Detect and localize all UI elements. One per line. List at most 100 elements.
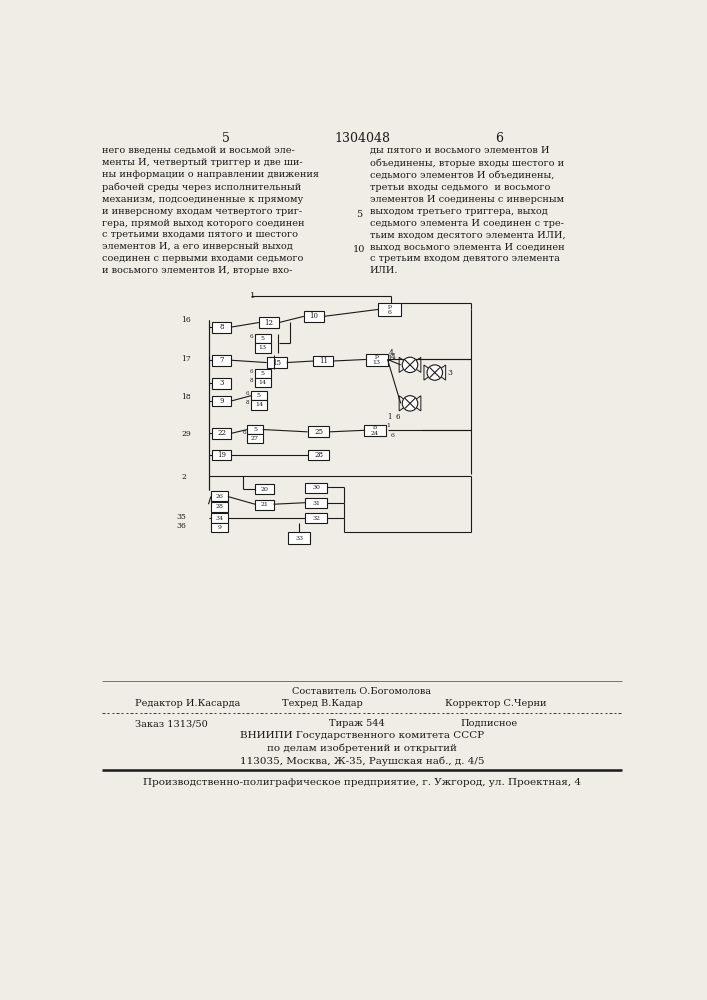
Bar — [247, 425, 263, 434]
Text: 5: 5 — [253, 427, 257, 432]
Text: 8: 8 — [219, 323, 224, 331]
Bar — [308, 450, 329, 460]
Text: Составитель О.Богомолова: Составитель О.Богомолова — [293, 687, 431, 696]
Text: 28: 28 — [314, 451, 323, 459]
Text: Подписное: Подписное — [460, 719, 518, 728]
Bar — [251, 391, 267, 400]
Bar — [313, 356, 333, 366]
Text: 6: 6 — [250, 369, 253, 374]
Text: 4: 4 — [389, 349, 394, 357]
Text: p
6: p 6 — [387, 304, 392, 315]
Bar — [212, 355, 231, 366]
Text: 16: 16 — [182, 316, 191, 324]
Bar — [212, 322, 231, 333]
Bar — [255, 369, 271, 378]
Text: 9: 9 — [219, 397, 224, 405]
Text: 5: 5 — [261, 371, 264, 376]
Bar — [378, 303, 402, 316]
Text: p
13: p 13 — [373, 354, 380, 365]
Text: по делам изобретений и открытий: по делам изобретений и открытий — [267, 744, 457, 753]
Text: 34: 34 — [216, 516, 223, 521]
Text: 3: 3 — [448, 369, 452, 377]
Text: 6: 6 — [250, 334, 253, 339]
Text: 6: 6 — [243, 430, 246, 435]
Text: 15: 15 — [272, 359, 281, 367]
Text: 1: 1 — [387, 355, 392, 363]
Text: b
24: b 24 — [371, 425, 379, 436]
Text: 33: 33 — [296, 536, 303, 541]
Text: 31: 31 — [312, 501, 320, 506]
Bar — [255, 343, 271, 353]
Text: 1304048: 1304048 — [334, 132, 390, 145]
Text: 10: 10 — [353, 245, 365, 254]
Bar — [308, 426, 329, 437]
Text: 7: 7 — [219, 356, 224, 364]
Bar — [247, 434, 263, 443]
Text: 17: 17 — [182, 355, 191, 363]
Text: 6: 6 — [246, 391, 250, 396]
Text: 2: 2 — [182, 473, 186, 481]
Bar — [305, 498, 327, 508]
Text: 1: 1 — [386, 423, 390, 428]
Text: Техред В.Кадар: Техред В.Кадар — [282, 699, 363, 708]
Text: 22: 22 — [217, 429, 226, 437]
Text: 3: 3 — [219, 379, 224, 387]
Text: 8: 8 — [250, 378, 253, 383]
Text: 29: 29 — [182, 430, 191, 438]
Text: 113035, Москва, Ж-35, Раушская наб., д. 4/5: 113035, Москва, Ж-35, Раушская наб., д. … — [240, 756, 484, 766]
Circle shape — [402, 357, 418, 373]
Bar — [267, 357, 287, 368]
Text: 1: 1 — [387, 413, 392, 421]
Circle shape — [427, 365, 443, 380]
Bar — [255, 378, 271, 387]
Bar — [212, 450, 231, 460]
Bar — [211, 502, 228, 512]
Text: 5: 5 — [356, 210, 362, 219]
Text: 1: 1 — [250, 292, 255, 300]
Text: 21: 21 — [260, 502, 268, 507]
Text: него введены седьмой и восьмой эле-
менты И, четвертый триггер и две ши-
ны инфо: него введены седьмой и восьмой эле- мент… — [103, 146, 320, 275]
Text: Тираж 544: Тираж 544 — [329, 719, 385, 728]
Bar — [211, 523, 228, 532]
Text: 4: 4 — [391, 353, 395, 361]
Text: 10: 10 — [310, 312, 318, 320]
Text: 28: 28 — [216, 504, 223, 509]
Text: 26: 26 — [216, 494, 223, 499]
Bar — [211, 513, 228, 523]
Bar — [305, 483, 327, 493]
Bar — [305, 513, 327, 523]
Bar — [304, 311, 324, 322]
Bar — [251, 400, 267, 410]
Text: Заказ 1313/50: Заказ 1313/50 — [135, 719, 208, 728]
Text: 12: 12 — [264, 319, 274, 327]
Text: 6: 6 — [395, 413, 399, 421]
Bar — [211, 491, 228, 501]
Bar — [255, 484, 274, 494]
Bar — [212, 378, 231, 389]
Text: 14: 14 — [259, 380, 267, 385]
Bar — [212, 428, 231, 439]
Text: 25: 25 — [314, 428, 323, 436]
Text: 18: 18 — [182, 393, 191, 401]
Text: 6: 6 — [391, 433, 395, 438]
Bar — [259, 317, 279, 328]
Bar — [366, 354, 387, 366]
Text: Редактор И.Касарда: Редактор И.Касарда — [135, 699, 240, 708]
Text: 36: 36 — [176, 522, 186, 530]
Text: 6: 6 — [495, 132, 503, 145]
Text: Корректор С.Черни: Корректор С.Черни — [445, 699, 547, 708]
Text: 19: 19 — [217, 451, 226, 459]
Text: 32: 32 — [312, 516, 320, 521]
Text: 14: 14 — [255, 402, 263, 407]
Text: 35: 35 — [176, 513, 186, 521]
Bar — [255, 500, 274, 510]
Text: 5: 5 — [257, 393, 261, 398]
Text: 27: 27 — [251, 436, 259, 441]
Text: 8: 8 — [246, 400, 250, 405]
Text: Производственно-полиграфическое предприятие, г. Ужгород, ул. Проектная, 4: Производственно-полиграфическое предприя… — [143, 778, 581, 787]
Text: 9: 9 — [217, 525, 221, 530]
Text: ВНИИПИ Государственного комитета СССР: ВНИИПИ Государственного комитета СССР — [240, 731, 484, 740]
Text: 5: 5 — [221, 132, 230, 145]
Text: ды пятого и восьмого элементов И
объединены, вторые входы шестого и
седьмого эле: ды пятого и восьмого элементов И объедин… — [370, 146, 566, 275]
Text: 30: 30 — [312, 485, 320, 490]
